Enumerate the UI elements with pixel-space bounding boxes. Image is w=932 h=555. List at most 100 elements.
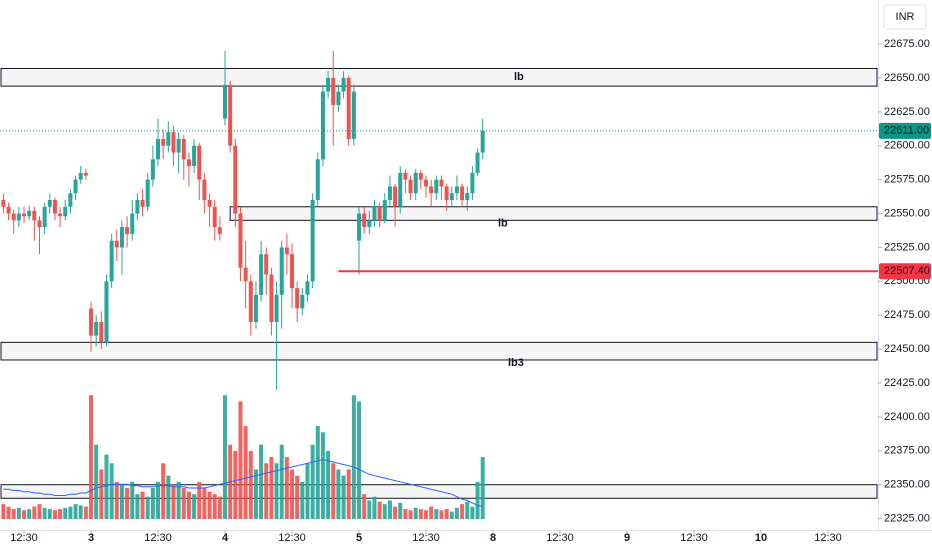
candle-body xyxy=(212,206,217,228)
y-tick-label: 22375.00 xyxy=(884,445,930,457)
x-tick-label: 12:30 xyxy=(680,532,708,544)
candle-body xyxy=(424,179,429,187)
volume-bar xyxy=(413,507,418,519)
currency-box[interactable] xyxy=(883,4,927,30)
currency-label[interactable]: INR xyxy=(896,11,915,23)
candle-body xyxy=(326,77,331,92)
candle-body xyxy=(207,199,212,207)
volume-bar xyxy=(295,475,300,519)
zone xyxy=(229,206,878,221)
volume-bar xyxy=(284,457,289,519)
volume-bar xyxy=(63,507,68,519)
volume-bar xyxy=(377,501,382,519)
candle-body xyxy=(429,186,434,194)
volume-bar xyxy=(253,469,258,519)
candle-body xyxy=(238,213,243,268)
volume-bar xyxy=(274,463,279,519)
candle-body xyxy=(135,199,140,214)
volume-bar xyxy=(351,395,356,519)
y-tick-label: 22475.00 xyxy=(884,309,930,321)
last-price-tag xyxy=(879,122,931,139)
candle-body xyxy=(377,206,382,221)
candle-body xyxy=(336,91,341,106)
volume-bar xyxy=(460,504,465,519)
x-tick-label: 12:30 xyxy=(10,532,38,544)
y-tick-label: 22650.00 xyxy=(884,72,930,84)
level-tag xyxy=(879,263,931,280)
candle-body xyxy=(171,132,176,153)
volume-bar xyxy=(470,506,475,519)
volume-bar xyxy=(130,481,135,519)
candle-body xyxy=(125,227,130,234)
volume-bar xyxy=(238,401,243,519)
volume-bar xyxy=(310,444,315,519)
candle-body xyxy=(217,227,222,234)
level-label: 22507.40 xyxy=(884,265,930,277)
volume-bar xyxy=(135,494,140,519)
candle-body xyxy=(233,145,238,214)
candle-body xyxy=(403,172,408,180)
y-tick-label: 22425.00 xyxy=(884,377,930,389)
candle-body xyxy=(1,199,6,207)
candle-body xyxy=(382,199,387,221)
candle-body xyxy=(387,186,392,200)
volume-bar xyxy=(192,494,197,519)
y-tick-label: 22400.00 xyxy=(884,411,930,423)
candle-body xyxy=(454,186,459,194)
volume-bar xyxy=(341,475,346,519)
candle-body xyxy=(295,288,300,309)
candle-body xyxy=(202,179,207,200)
candle-body xyxy=(104,281,109,343)
volume-bar xyxy=(449,511,454,519)
volume-bar xyxy=(1,504,6,519)
candle-body xyxy=(32,210,37,221)
volume-bar xyxy=(336,469,341,519)
x-tick-label: 9 xyxy=(624,532,630,544)
candle-body xyxy=(372,206,377,221)
y-tick-label: 22625.00 xyxy=(884,106,930,118)
volume-bar xyxy=(418,509,423,519)
y-tick-label: 22675.00 xyxy=(884,38,930,50)
volume-bar xyxy=(475,481,480,519)
candle-body xyxy=(357,213,362,241)
candle-body xyxy=(362,213,367,228)
volume-bar xyxy=(398,502,403,519)
volume-bar xyxy=(269,457,274,519)
x-tick-label: 12:30 xyxy=(412,532,440,544)
volume-bar xyxy=(408,510,413,519)
volume-bar xyxy=(320,432,325,519)
candle-body xyxy=(367,220,372,228)
candle-body xyxy=(465,193,470,200)
volume-bar xyxy=(212,494,217,519)
y-tick-label: 22525.00 xyxy=(884,241,930,253)
y-tick-label: 22350.00 xyxy=(884,479,930,491)
candle-body xyxy=(274,294,279,323)
candle-body xyxy=(156,138,161,160)
candle-body xyxy=(444,186,449,200)
volume-bar xyxy=(480,457,485,519)
candle-body xyxy=(305,281,310,295)
volume-bar xyxy=(279,444,284,519)
volume-bar xyxy=(140,491,145,519)
volume-bar xyxy=(176,481,181,519)
volume-bar xyxy=(58,509,63,519)
volume-bar xyxy=(454,507,459,519)
zone-label: lb3 xyxy=(508,357,524,369)
volume-bar xyxy=(197,481,202,519)
x-tick-label: 12:30 xyxy=(546,532,574,544)
candle-body xyxy=(434,179,439,194)
volume-bar xyxy=(207,491,212,519)
x-tick-label: 10 xyxy=(755,532,767,544)
volume-bar xyxy=(109,463,114,519)
volume-bar xyxy=(32,506,37,519)
candle-body xyxy=(109,240,114,282)
x-tick-label: 12:30 xyxy=(144,532,172,544)
volume-bar xyxy=(326,450,331,519)
volume-bar xyxy=(166,475,171,519)
candle-body xyxy=(94,322,99,336)
candle-body xyxy=(63,206,68,217)
candle-body xyxy=(331,77,336,106)
x-tick-label: 12:30 xyxy=(278,532,306,544)
volume-bar xyxy=(357,401,362,519)
candle-body xyxy=(284,247,289,255)
